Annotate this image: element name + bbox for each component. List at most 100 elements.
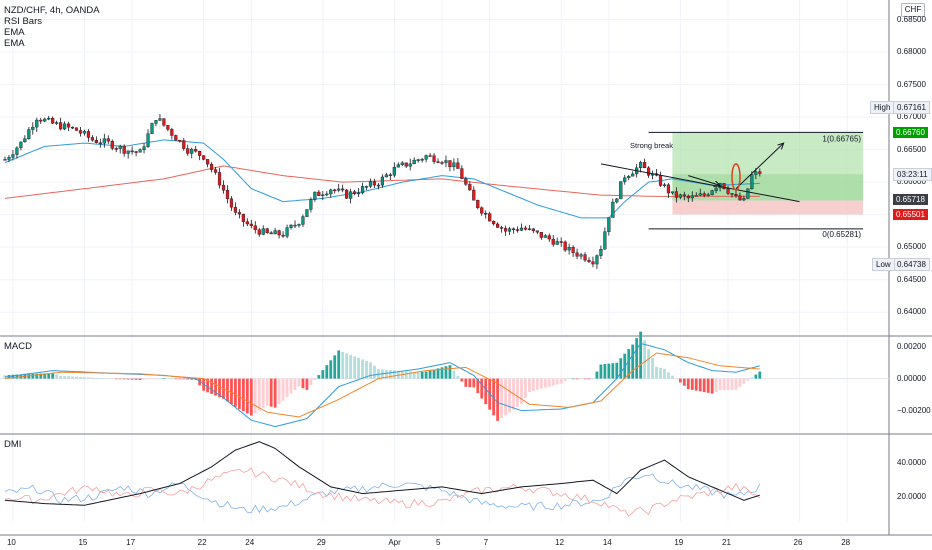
macd-histogram-bar xyxy=(15,374,19,379)
macd-histogram-bar xyxy=(281,378,285,401)
candle-body xyxy=(607,217,611,232)
macd-histogram-bar xyxy=(218,378,221,398)
candle-body xyxy=(62,123,67,130)
macd-histogram-bar xyxy=(686,378,690,390)
candle-body xyxy=(416,159,420,161)
candle-body xyxy=(571,247,575,253)
candle-body xyxy=(7,157,11,160)
macd-histogram-bar xyxy=(551,378,555,386)
price-tick-label: 0.64500 xyxy=(897,274,926,284)
candle-body xyxy=(51,117,55,124)
candle-body xyxy=(126,150,130,154)
macd-histogram-bar xyxy=(480,378,484,399)
candle-body xyxy=(309,199,313,210)
macd-tick-label: 0.00000 xyxy=(897,373,926,383)
macd-histogram-bar xyxy=(321,370,325,379)
legend-ema-1[interactable]: EMA xyxy=(4,27,25,38)
macd-histogram-bar xyxy=(110,378,114,380)
adx-line xyxy=(4,441,760,506)
currency-badge[interactable]: CHF xyxy=(901,3,925,17)
macd-histogram-bar xyxy=(524,378,527,399)
candle-body xyxy=(166,125,170,130)
candle-body xyxy=(464,178,468,185)
candle-body xyxy=(114,148,118,150)
macd-histogram-bar xyxy=(464,378,468,387)
macd-histogram-bar xyxy=(373,365,376,379)
candle-body xyxy=(178,140,182,142)
macd-histogram-bar xyxy=(690,378,694,390)
candle-body xyxy=(221,184,226,191)
legend-symbol[interactable]: NZD/CHF, 4h, OANDA xyxy=(4,5,100,16)
price-tick-label: 0.66500 xyxy=(897,144,926,154)
macd-histogram-bar xyxy=(71,376,74,379)
candle-body xyxy=(496,223,500,228)
macd-histogram-bar xyxy=(47,373,51,379)
candle-body xyxy=(527,228,531,230)
macd-histogram-bar xyxy=(448,365,452,379)
candle-body xyxy=(281,234,285,237)
candle-body xyxy=(738,195,742,201)
candle-body xyxy=(484,213,488,215)
legend-ema-2[interactable]: EMA xyxy=(4,38,25,49)
candle-body xyxy=(253,225,257,230)
candle-body xyxy=(66,123,71,128)
candle-body xyxy=(404,162,408,167)
macd-histogram-bar xyxy=(55,374,59,379)
macd-histogram-bar xyxy=(345,353,349,379)
candle-body xyxy=(353,191,357,194)
fib-bottom-label: 0(0.65281) xyxy=(822,230,861,239)
macd-histogram-bar xyxy=(142,378,146,380)
macd-histogram-bar xyxy=(329,360,333,379)
dmi-pane-title[interactable]: DMI xyxy=(4,439,22,450)
time-tick-label: 15 xyxy=(78,538,88,547)
macd-histogram-bar xyxy=(603,364,607,379)
macd-histogram-bar xyxy=(738,378,742,387)
price-tick-label: 0.67500 xyxy=(897,79,926,89)
macd-histogram-bar xyxy=(651,358,654,379)
legend-rsi-bars[interactable]: RSI Bars xyxy=(4,16,43,27)
candle-body xyxy=(750,174,754,189)
candle-body xyxy=(277,230,281,236)
candle-body xyxy=(174,135,178,141)
candle-body xyxy=(662,184,667,186)
candle-body xyxy=(86,131,91,138)
macd-histogram-bar xyxy=(11,374,15,379)
macd-histogram-bar xyxy=(659,367,662,379)
candle-body xyxy=(142,146,146,150)
macd-histogram-bar xyxy=(758,371,762,379)
candle-body xyxy=(372,181,377,186)
time-tick-label: Apr xyxy=(388,538,401,547)
candle-body xyxy=(301,216,305,225)
high-label: High xyxy=(870,100,895,114)
macd-pane-title[interactable]: MACD xyxy=(4,341,32,352)
macd-histogram-bar xyxy=(230,378,233,405)
candle-body xyxy=(412,159,416,165)
fib-top-label: 1(0.66765) xyxy=(822,134,861,143)
candle-body xyxy=(559,241,563,243)
candle-body xyxy=(682,194,686,197)
candle-body xyxy=(146,133,150,147)
candle-body xyxy=(567,247,571,251)
strong-break-annotation[interactable]: Strong break xyxy=(630,141,673,150)
candle-body xyxy=(35,119,39,128)
macd-histogram-bar xyxy=(198,378,202,386)
macd-histogram-bar xyxy=(460,378,464,382)
candle-body xyxy=(78,130,83,134)
macd-histogram-bar xyxy=(655,366,658,379)
candle-body xyxy=(730,193,734,195)
macd-histogram-bar xyxy=(452,370,456,379)
candle-body xyxy=(603,231,607,250)
candle-body xyxy=(424,155,428,160)
macd-histogram-bar xyxy=(547,378,551,387)
macd-histogram-bar xyxy=(388,370,392,379)
candle-body xyxy=(265,228,269,233)
candle-body xyxy=(714,187,718,191)
macd-histogram-bar xyxy=(146,378,150,380)
candle-body xyxy=(436,161,440,163)
macd-histogram-bar xyxy=(635,338,639,379)
candle-body xyxy=(591,261,595,265)
low-price-tag: 0.64738 xyxy=(893,258,930,272)
macd-histogram-bar xyxy=(63,376,66,379)
macd-histogram-bar xyxy=(579,378,583,380)
